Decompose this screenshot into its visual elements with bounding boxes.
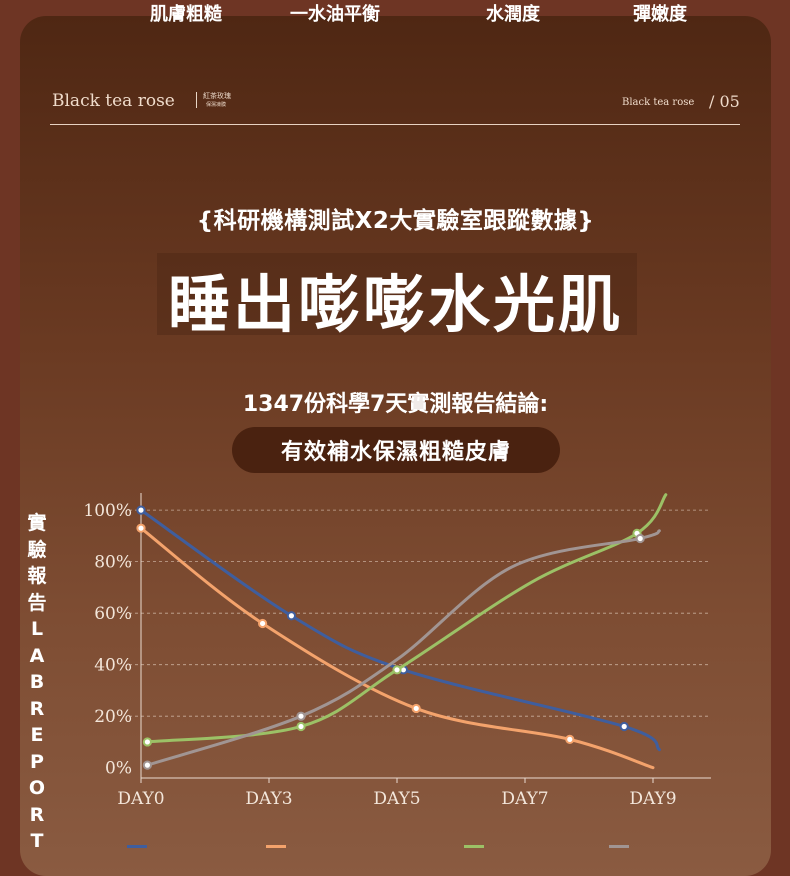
data-point (142, 737, 152, 747)
brand-product-cn: 保濕凍膜 (206, 102, 227, 108)
data-point (411, 703, 421, 714)
content-card: Black tea rose 紅茶玫瑰 保濕凍膜 Black tea rose … (20, 16, 771, 876)
legend-swatch (464, 845, 484, 848)
headline: 睡出嘭嘭水光肌 (167, 268, 623, 341)
data-point (258, 618, 268, 629)
conclusion-pill-text: 有效補水保濕粗糙皮膚 (280, 440, 511, 465)
data-point (565, 734, 575, 744)
data-point (635, 533, 645, 544)
y-tick-label: 20% (94, 707, 132, 727)
x-tick-label: DAY5 (373, 789, 420, 809)
x-tick-label: DAY7 (501, 789, 548, 809)
header-divider (50, 124, 740, 125)
x-tick-label: DAY9 (629, 789, 676, 809)
data-point (286, 611, 296, 621)
legend-swatch (266, 845, 286, 848)
side-label-char: 報 (27, 565, 47, 587)
side-label-char: 驗 (27, 538, 47, 561)
side-label-char: P (30, 750, 44, 773)
data-point (136, 523, 146, 533)
y-tick-label: 0% (105, 759, 132, 779)
y-tick-label: 80% (94, 553, 132, 573)
x-tick-label: DAY0 (117, 789, 164, 809)
brand-name-en: Black tea rose (52, 91, 175, 111)
conclusion-pill (232, 427, 560, 473)
data-point (142, 760, 152, 770)
data-point (296, 721, 306, 732)
page-number: / 05 (709, 92, 740, 111)
data-point (296, 711, 306, 721)
sub-headline: {科研機構測試X2大實驗室跟蹤數據} (196, 208, 595, 234)
data-point (619, 721, 629, 732)
y-tick-label: 100% (83, 501, 132, 521)
brand-divider (196, 92, 197, 108)
side-label-char: 實 (27, 512, 47, 534)
series-line-2 (139, 526, 655, 770)
legend-swatch (127, 845, 147, 848)
side-label-char: A (29, 644, 45, 667)
side-label-char: O (28, 777, 46, 799)
side-label-char: R (29, 697, 45, 720)
conclusion-text: 1347份科學7天實測報告結論: (242, 392, 549, 417)
brand-name-cn: 紅茶玫瑰 (203, 92, 231, 100)
side-label-char: L (30, 618, 44, 640)
legend-swatch (609, 845, 629, 848)
side-label-char: R (29, 803, 45, 826)
y-tick-label: 40% (94, 656, 132, 676)
legend-label: 彈嫩度 (633, 4, 687, 25)
data-point (136, 505, 146, 515)
legend-label: 肌膚粗糙 (150, 4, 222, 25)
y-tick-label: 60% (94, 604, 132, 624)
x-tick-label: DAY3 (245, 789, 292, 809)
side-label-char: 告 (27, 591, 47, 614)
side-label-char: E (30, 724, 44, 746)
series-line-4 (145, 529, 661, 767)
side-label-char: T (30, 830, 44, 852)
side-label-char: B (29, 671, 45, 693)
data-point (392, 665, 402, 675)
legend-label: 一水油平衡 (290, 4, 380, 25)
legend-label: 水潤度 (486, 4, 540, 25)
brand-name-right: Black tea rose (622, 97, 695, 108)
headline-backdrop (157, 253, 637, 335)
